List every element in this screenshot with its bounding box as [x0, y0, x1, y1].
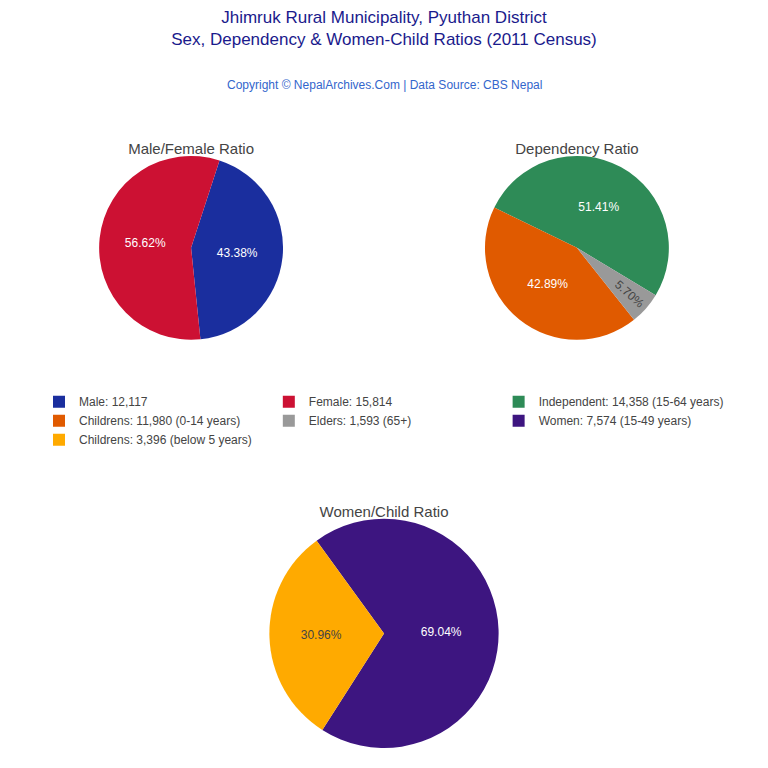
svg-text:Independent: 14,358 (15-64 yea: Independent: 14,358 (15-64 years) [539, 395, 724, 409]
svg-text:51.41%: 51.41% [578, 200, 619, 214]
svg-text:Male: 12,117: Male: 12,117 [79, 395, 148, 409]
svg-text:Dependency Ratio: Dependency Ratio [515, 140, 638, 157]
svg-text:Childrens: 3,396 (below 5 year: Childrens: 3,396 (below 5 years) [79, 433, 252, 447]
svg-text:Jhimruk Rural Municipality, Py: Jhimruk Rural Municipality, Pyuthan Dist… [171, 8, 597, 49]
svg-text:43.38%: 43.38% [217, 246, 258, 260]
svg-text:30.96%: 30.96% [301, 628, 342, 642]
svg-text:Female: 15,814: Female: 15,814 [309, 395, 393, 409]
svg-text:Childrens: 11,980 (0-14 years): Childrens: 11,980 (0-14 years) [79, 414, 240, 428]
svg-text:69.04%: 69.04% [421, 625, 462, 639]
svg-text:Male/Female Ratio: Male/Female Ratio [128, 140, 254, 157]
svg-text:Elders: 1,593 (65+): Elders: 1,593 (65+) [309, 414, 411, 428]
svg-text:56.62%: 56.62% [125, 236, 166, 250]
svg-text:5.70%: 5.70% [612, 277, 647, 310]
svg-text:Women/Child Ratio: Women/Child Ratio [320, 503, 449, 520]
svg-text:Copyright © NepalArchives.Com: Copyright © NepalArchives.Com | Data Sou… [227, 78, 542, 92]
svg-text:Women: 7,574 (15-49 years): Women: 7,574 (15-49 years) [539, 414, 692, 428]
svg-text:42.89%: 42.89% [527, 277, 568, 291]
